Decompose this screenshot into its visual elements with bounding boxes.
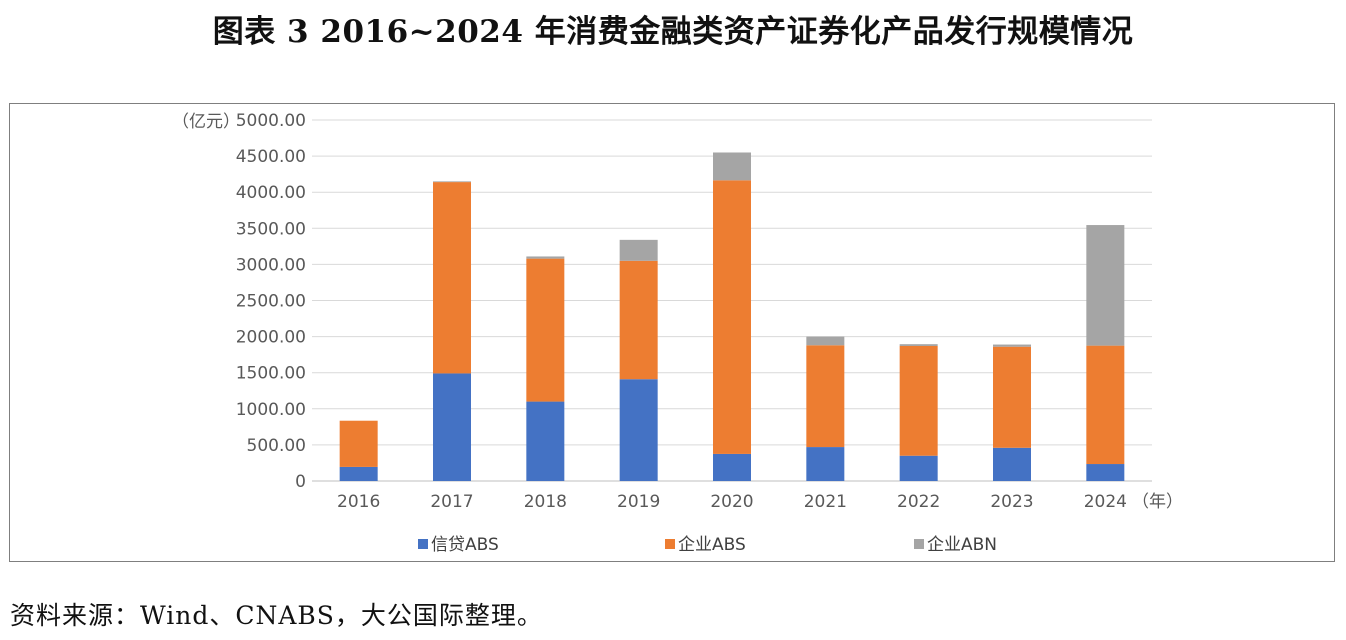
bar-segment-企业ABS-2023 [993, 346, 1031, 448]
bar-segment-信贷ABS-2016 [339, 466, 378, 481]
bar-segment-信贷ABS-2020 [713, 453, 751, 481]
y-tick-label: 5000.00 [236, 111, 306, 131]
y-tick-label: 0 [295, 472, 306, 492]
y-tick-label: 4000.00 [236, 183, 306, 203]
bar-segment-信贷ABS-2017 [433, 373, 471, 481]
x-tick-label: 2023 [990, 492, 1033, 512]
x-tick-label: 2024 [1084, 492, 1127, 512]
bar-segment-信贷ABS-2019 [619, 379, 658, 481]
y-tick-label: 1500.00 [236, 364, 306, 384]
bar-segment-企业ABN-2017 [433, 181, 471, 183]
bar-segment-企业ABN-2023 [993, 344, 1031, 347]
legend-swatch [418, 539, 428, 549]
bar-segment-企业ABS-2020 [713, 180, 751, 454]
bar-segment-企业ABS-2017 [433, 182, 471, 374]
x-unit-label: （年） [1132, 492, 1183, 512]
y-tick-label: 4500.00 [236, 147, 306, 167]
bar-segment-企业ABN-2021 [806, 336, 845, 346]
y-tick-label: 3500.00 [236, 219, 306, 239]
bar-segment-企业ABS-2022 [899, 345, 938, 456]
chart-title: 图表 3 2016~2024 年消费金融类资产证券化产品发行规模情况 [212, 14, 1134, 50]
x-tick-label: 2021 [804, 492, 847, 512]
bar-segment-企业ABS-2021 [806, 345, 845, 448]
bar-segment-企业ABS-2019 [619, 260, 658, 380]
bar-segment-企业ABN-2022 [899, 344, 938, 346]
y-axis-ticks: 0 500.00 1000.00 1500.00 2000.00 2500.00 3000.… [236, 111, 306, 492]
y-tick-label: 3000.00 [236, 255, 306, 275]
bar-segment-企业ABN-2018 [526, 256, 565, 259]
x-tick-label: 2019 [617, 492, 660, 512]
y-unit-label: （亿元） [172, 112, 240, 132]
bar-segment-信贷ABS-2021 [806, 447, 845, 481]
bar-segment-企业ABS-2024 [1086, 345, 1125, 465]
x-axis-ticks: 2016 2017 2018 2019 2020 2021 2022 2023 2024 [337, 492, 1127, 512]
legend-label: 企业ABN [927, 535, 997, 555]
bar-segment-信贷ABS-2024 [1086, 464, 1125, 481]
x-tick-label: 2017 [430, 492, 473, 512]
legend-label: 信贷ABS [431, 535, 499, 555]
x-tick-label: 2018 [524, 492, 567, 512]
x-tick-label: 2022 [897, 492, 940, 512]
bar-segment-企业ABS-2018 [526, 258, 565, 402]
x-tick-label: 2020 [710, 492, 753, 512]
bar-segment-企业ABN-2020 [713, 152, 751, 181]
x-tick-label: 2016 [337, 492, 380, 512]
bar-segment-信贷ABS-2018 [526, 401, 565, 481]
bar-segment-企业ABN-2024 [1086, 225, 1125, 346]
bars [339, 152, 1125, 481]
bar-segment-企业ABS-2016 [339, 420, 378, 467]
legend-swatch [665, 539, 675, 549]
y-tick-label: 2500.00 [236, 292, 306, 312]
bar-segment-信贷ABS-2022 [899, 455, 938, 481]
legend-swatch [914, 539, 924, 549]
bar-segment-企业ABN-2019 [619, 239, 658, 261]
y-tick-label: 500.00 [247, 436, 306, 456]
legend: 信贷ABS 企业ABS 企业ABN [418, 535, 997, 555]
legend-label: 企业ABS [678, 535, 746, 555]
source-note: 资料来源：Wind、CNABS，大公国际整理。 [10, 601, 543, 630]
y-tick-label: 2000.00 [236, 328, 306, 348]
y-tick-label: 1000.00 [236, 400, 306, 420]
bar-segment-信贷ABS-2023 [993, 447, 1031, 481]
